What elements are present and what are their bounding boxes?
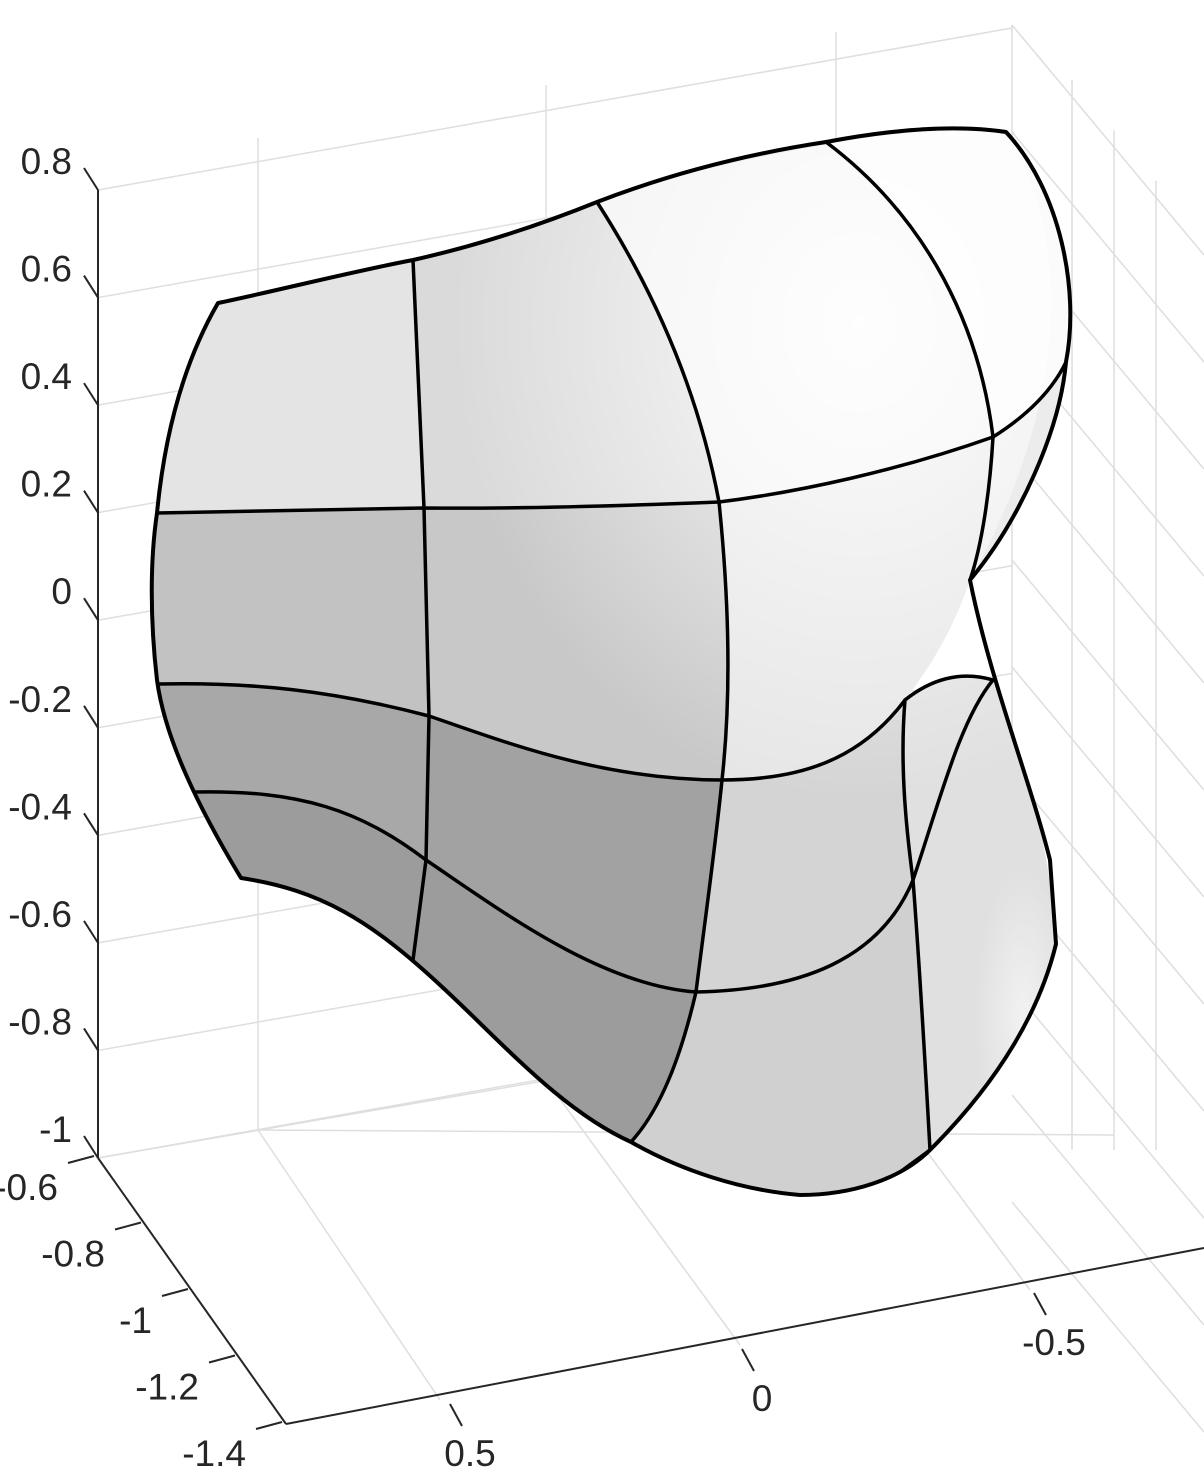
y-tick-label: -1.2 — [135, 1367, 199, 1408]
side-gridline — [1011, 1201, 1204, 1433]
mesh-line — [156, 674, 995, 782]
x-tick-label: -0.5 — [1022, 1322, 1086, 1363]
z-tick — [83, 275, 99, 299]
x-tick — [741, 1348, 755, 1372]
z-tick-label: 0.6 — [21, 249, 72, 290]
highlight-overlay — [153, 131, 1059, 1196]
z-gridline — [97, 27, 1013, 191]
side-gridline — [1011, 773, 1204, 1005]
z-tick-label: 0.2 — [21, 464, 72, 505]
z-tick-label: -0.2 — [8, 679, 72, 720]
z-tick — [83, 597, 99, 621]
z-tick-label: 0.8 — [21, 141, 72, 182]
y-tick-label: -1 — [119, 1300, 152, 1341]
x-axis-line — [285, 1247, 1204, 1425]
floor-gridline — [257, 1129, 441, 1401]
y-tick — [255, 1421, 283, 1430]
axes-lines — [67, 167, 1204, 1430]
tick-labels: 0.80.60.40.20-0.2-0.4-0.6-0.8-1-0.6-0.8-… — [0, 141, 1086, 1472]
y-tick — [208, 1354, 236, 1364]
z-tick-label: -0.6 — [8, 894, 72, 935]
side-highlight-overlay — [905, 676, 1056, 1150]
side-gridline — [1011, 24, 1204, 256]
side-gridline — [1011, 452, 1204, 684]
z-tick — [83, 1135, 99, 1159]
y-tick-label: -0.8 — [41, 1234, 105, 1275]
z-tick — [83, 382, 99, 406]
side-gridline — [1011, 559, 1204, 791]
z-tick — [83, 490, 99, 514]
z-tick-label: -1 — [39, 1109, 72, 1150]
z-tick — [83, 167, 99, 191]
x-tick — [1033, 1292, 1047, 1316]
mesh-line — [824, 140, 995, 582]
x-tick-label: 0 — [752, 1378, 773, 1419]
z-tick — [83, 812, 99, 836]
z-tick-label: -0.4 — [8, 786, 72, 827]
y-tick — [67, 1155, 95, 1164]
side-gridline — [1011, 131, 1204, 363]
z-tick-label: 0.4 — [21, 356, 72, 397]
mesh-line — [595, 200, 730, 1144]
x-tick-label: 0.5 — [444, 1433, 495, 1472]
z-tick — [83, 1027, 99, 1051]
y-tick-label: -0.6 — [0, 1167, 58, 1208]
y-axis-line — [97, 1157, 287, 1425]
mesh-line — [155, 360, 1068, 515]
z-tick-label: 0 — [51, 571, 72, 612]
surface-outline — [149, 126, 1073, 1197]
side-gridline — [1011, 1094, 1204, 1326]
mesh-line — [898, 698, 932, 1174]
z-tick-label: -0.8 — [8, 1001, 72, 1042]
surface-body — [149, 126, 1073, 1197]
y-tick — [161, 1288, 189, 1297]
side-gridline — [1011, 987, 1204, 1219]
x-tick — [449, 1403, 463, 1427]
z-tick — [83, 920, 99, 944]
mesh-line — [194, 678, 995, 994]
z-tick — [83, 705, 99, 729]
side-gridline — [1011, 666, 1204, 898]
y-tick — [114, 1221, 142, 1231]
y-tick-label: -1.4 — [182, 1433, 246, 1472]
